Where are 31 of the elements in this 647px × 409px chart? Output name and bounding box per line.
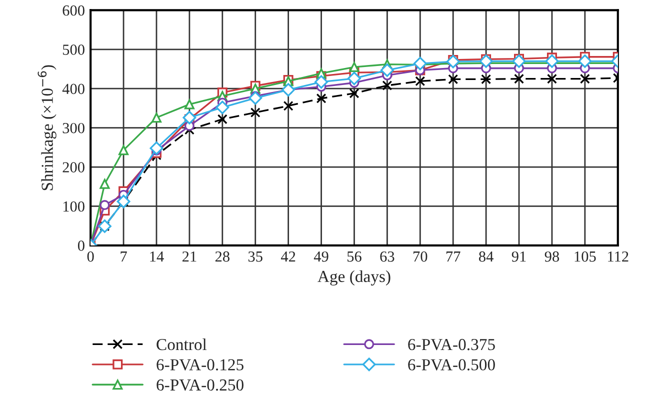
x-tick-label: 56 (347, 251, 362, 262)
x-tick-label: 21 (182, 251, 196, 262)
y-axis-title: Shrinkage (×10$^{−6}$) (38, 65, 56, 190)
legend-label: 6-PVA-0.250 (156, 379, 244, 391)
x-tick-label: 91 (512, 251, 526, 262)
x-tick-label: 28 (215, 251, 230, 262)
x-tick-label: 105 (574, 251, 596, 262)
x-tick-label: 14 (150, 251, 164, 262)
legend-label: Control (156, 338, 207, 350)
legend-label: 6-PVA-0.500 (408, 359, 495, 370)
x-tick-label: 7 (120, 252, 127, 262)
x-tick-label: 70 (414, 251, 428, 262)
x-tick-label: 49 (314, 251, 328, 262)
x-tick-label: 42 (280, 251, 296, 262)
y-tick-label: 400 (62, 84, 84, 94)
y-tick-label: 500 (62, 44, 84, 55)
x-tick-label: 63 (380, 251, 394, 262)
x-tick-label: 35 (248, 251, 262, 262)
x-tick-label: 84 (479, 251, 494, 262)
legend-label: 6-PVA-0.375 (408, 338, 495, 350)
y-tick-label: 200 (62, 162, 84, 172)
x-tick-label: 0 (87, 251, 94, 262)
x-tick-label: 77 (446, 252, 460, 262)
y-tick-label: 100 (63, 201, 84, 212)
x-axis-title: Age (days) (318, 270, 390, 286)
x-tick-label: 112 (608, 251, 628, 262)
x-tick-label: 98 (544, 251, 560, 262)
y-tick-label: 0 (78, 240, 84, 251)
legend-label: 6-PVA-0.125 (156, 359, 244, 370)
y-tick-label: 600 (62, 5, 84, 16)
y-tick-label: 300 (62, 122, 84, 134)
